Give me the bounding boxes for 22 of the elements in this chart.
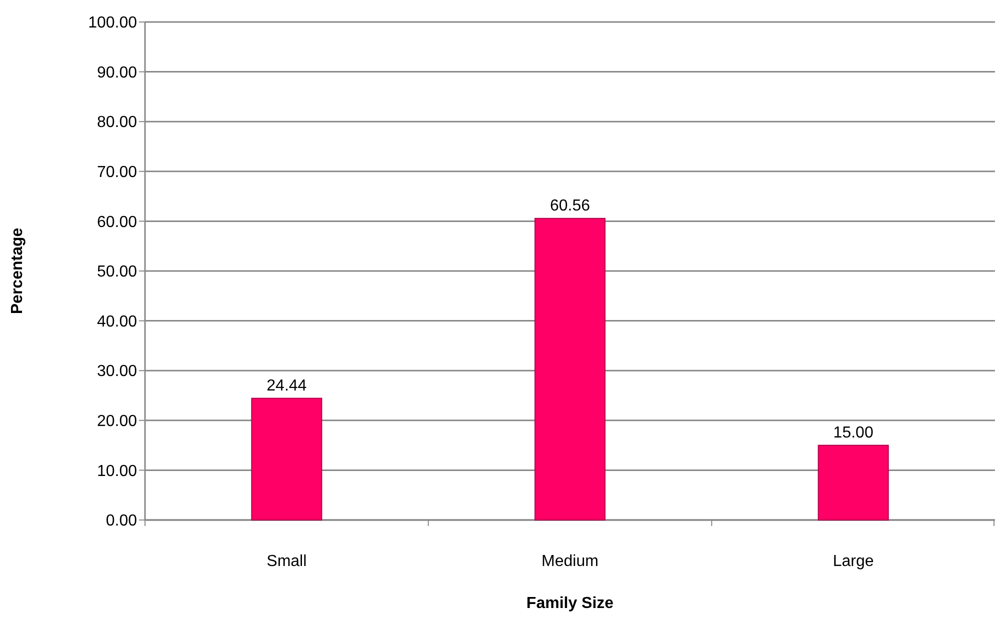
data-label: 60.56 bbox=[550, 197, 590, 214]
y-tick-label: 30.00 bbox=[96, 363, 138, 380]
y-axis-title: Percentage bbox=[9, 228, 26, 314]
bar bbox=[534, 218, 606, 520]
x-tick-label: Small bbox=[266, 553, 307, 570]
y-tick-label: 80.00 bbox=[96, 114, 138, 132]
y-tick-label: 40.00 bbox=[96, 313, 138, 330]
y-tick-label: 20.00 bbox=[96, 413, 138, 430]
data-label: 24.44 bbox=[266, 377, 307, 394]
bar bbox=[818, 444, 889, 520]
x-tick-label: Large bbox=[832, 553, 874, 570]
y-tick-label: 90.00 bbox=[96, 64, 138, 82]
y-tick-label: 100.00 bbox=[88, 14, 138, 32]
x-tick-label: Medium bbox=[542, 553, 598, 570]
bar bbox=[251, 398, 322, 520]
y-tick-label: 50.00 bbox=[96, 264, 138, 281]
y-tick-label: 70.00 bbox=[96, 164, 138, 181]
y-tick-label: 60.00 bbox=[96, 214, 138, 231]
y-tick-label: 10.00 bbox=[96, 462, 138, 480]
y-tick-label: 0.00 bbox=[106, 512, 138, 530]
data-label: 15.00 bbox=[833, 424, 874, 442]
x-axis-title: Family Size bbox=[526, 595, 614, 612]
